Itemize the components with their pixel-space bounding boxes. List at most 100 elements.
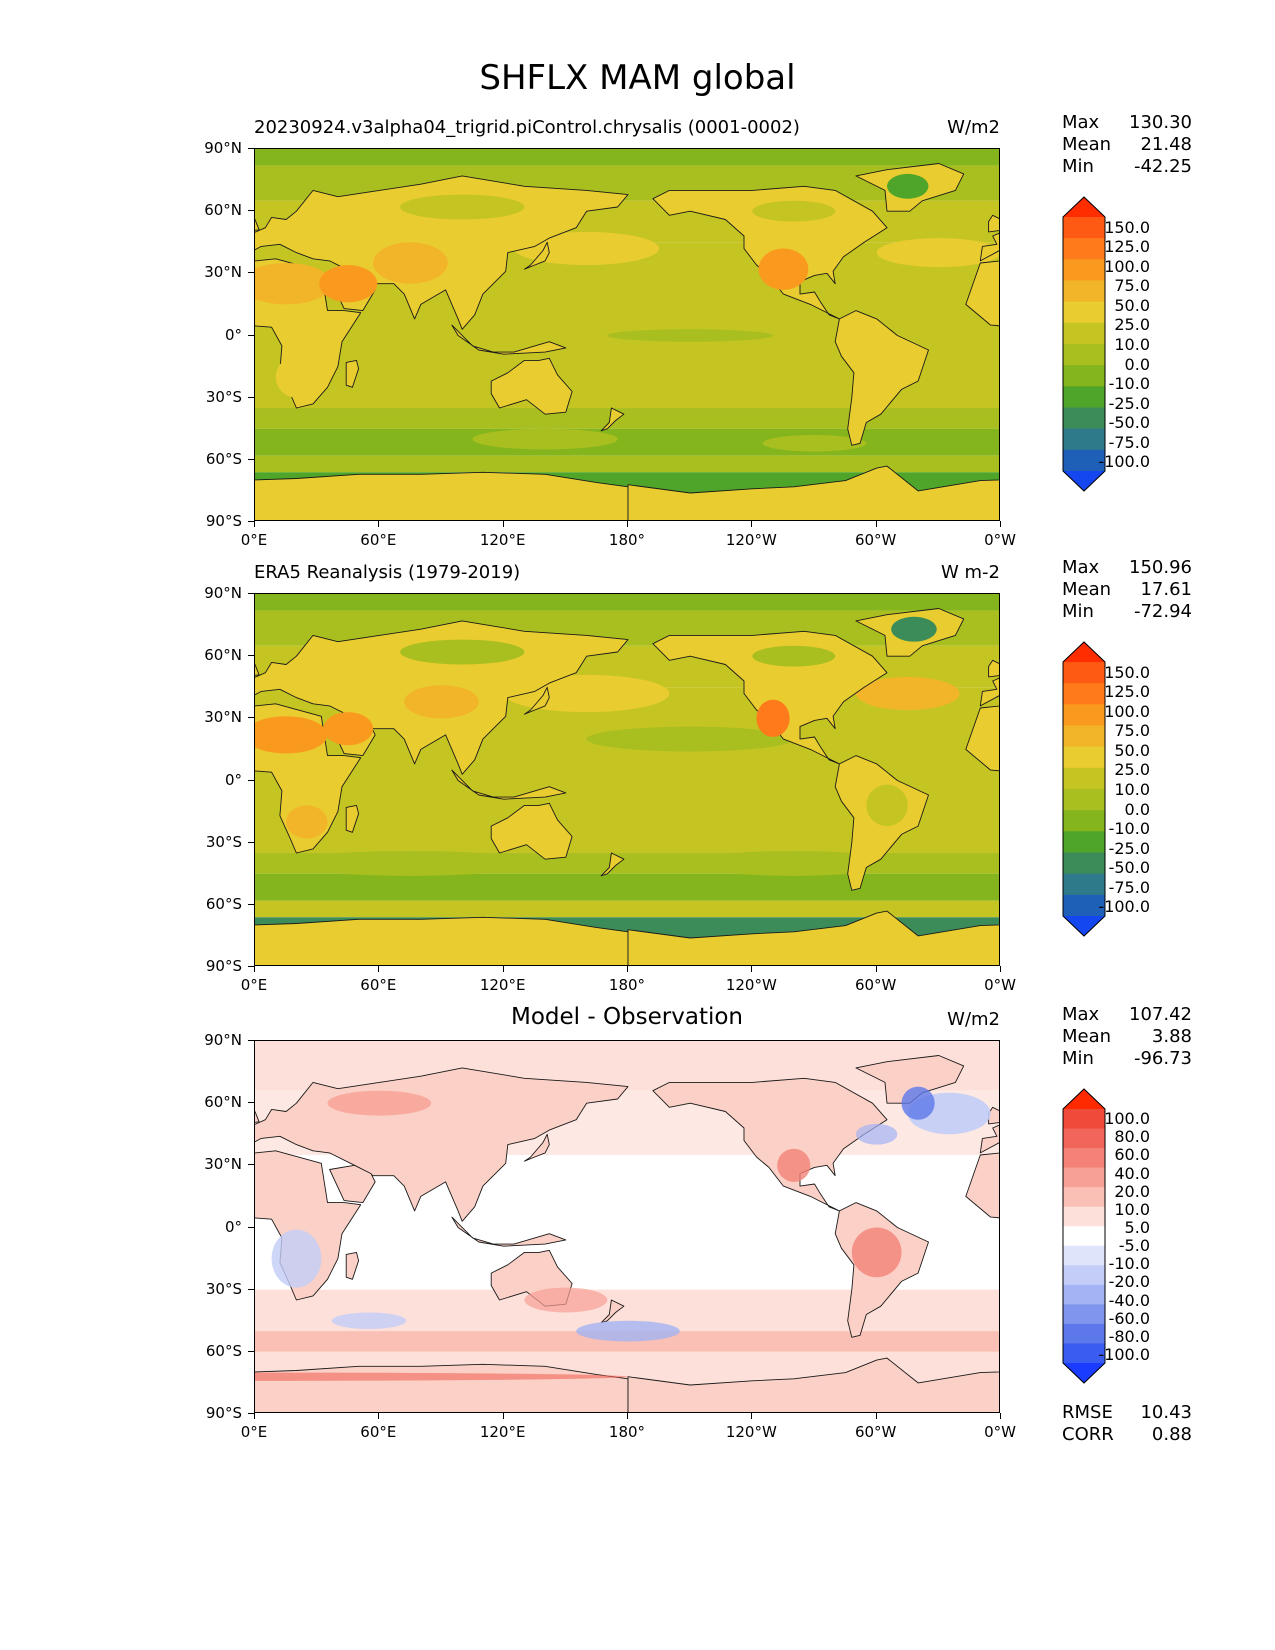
lat-tick-label: 90°N bbox=[204, 584, 242, 602]
coastline-0-12-0 bbox=[600, 407, 625, 432]
field-patch-1-1 bbox=[855, 676, 960, 711]
field-patch-1-3 bbox=[756, 699, 790, 737]
stat-row: Max 130.30 bbox=[1062, 112, 1192, 134]
stat-row: Min -42.25 bbox=[1062, 156, 1192, 178]
colorbar-tick-label: 100.0 bbox=[1104, 1109, 1150, 1129]
lat-tick-label: 90°N bbox=[204, 139, 242, 157]
field-patch-0-1 bbox=[876, 238, 999, 268]
lat-tick-mark bbox=[248, 966, 254, 967]
lon-tick-mark bbox=[502, 966, 504, 972]
lat-tick-mark bbox=[248, 655, 254, 657]
lon-tick-mark bbox=[378, 1413, 380, 1419]
colorbar-tick-label: -80.0 bbox=[1108, 1326, 1150, 1346]
field-patch-2-6 bbox=[851, 1227, 902, 1278]
lat-tick-label: 30°S bbox=[205, 387, 242, 406]
field-patch-0-6 bbox=[887, 173, 929, 199]
lon-tick-label: 60°W bbox=[854, 1423, 897, 1441]
colorbar-tick-label: 80.0 bbox=[1114, 1127, 1150, 1147]
field-patch-1-3 bbox=[286, 850, 535, 876]
colorbar-tick-label: 10.0 bbox=[1114, 780, 1150, 799]
lat-tick-mark bbox=[248, 334, 254, 336]
colorbar-tick-label: -100.0 bbox=[1098, 1344, 1150, 1364]
colorbar-tick-label: -75.0 bbox=[1108, 432, 1150, 452]
coastline-2-8-0 bbox=[345, 1251, 360, 1280]
colorbar-segment bbox=[1063, 280, 1105, 303]
colorbar-tick-label: -100.0 bbox=[1098, 452, 1150, 472]
stat-value: 107.42 bbox=[1129, 1004, 1192, 1025]
colorbar-segment bbox=[1063, 259, 1105, 281]
stat-value: 150.96 bbox=[1129, 557, 1192, 578]
coastline-1-4-0 bbox=[652, 630, 888, 765]
lon-tick-label: 120°E bbox=[479, 531, 526, 549]
lon-tick-mark bbox=[875, 521, 877, 527]
field-patch-0-2 bbox=[373, 242, 448, 284]
colorbar-tick-label: 125.0 bbox=[1104, 682, 1150, 702]
colorbar-segment bbox=[1063, 767, 1105, 790]
field-patch-0-4 bbox=[851, 331, 902, 382]
lon-tick-mark bbox=[1000, 966, 1001, 972]
coastline-2-4-0 bbox=[652, 1077, 888, 1212]
lon-tick-mark bbox=[627, 521, 628, 527]
colorbar-tick-label: -10.0 bbox=[1108, 1254, 1150, 1274]
field-band-0-6 bbox=[255, 428, 999, 456]
lat-tick-mark bbox=[248, 210, 254, 212]
lat-tick-label: 90°N bbox=[204, 1031, 242, 1049]
colorbar-segment bbox=[1063, 1284, 1105, 1305]
field-patch-1-0 bbox=[255, 716, 328, 754]
coastline-0-0-1 bbox=[965, 260, 999, 327]
units-label: W m-2 bbox=[940, 562, 1000, 583]
colorbar-segment bbox=[1063, 746, 1105, 769]
colorbar-segment bbox=[1063, 1323, 1105, 1344]
lon-tick-mark bbox=[1000, 521, 1001, 527]
lat-tick-label: 60°S bbox=[205, 449, 242, 468]
colorbar-tick-label: -25.0 bbox=[1108, 393, 1150, 413]
coastline-1-3-0 bbox=[490, 802, 573, 860]
field-patch-2-8 bbox=[327, 1090, 432, 1116]
colorbar-outline bbox=[1062, 196, 1106, 492]
lat-tick-mark bbox=[248, 1350, 254, 1352]
lat-tick-label: 60°N bbox=[204, 1093, 242, 1112]
coastline-1-11-1 bbox=[988, 659, 999, 678]
lat-tick-label: 90°S bbox=[205, 1404, 242, 1422]
coastline-0-3-0 bbox=[490, 357, 573, 415]
colorbar-segment bbox=[1063, 1206, 1105, 1227]
colorbar-extend-top bbox=[1063, 1089, 1105, 1109]
lat-tick-mark bbox=[248, 272, 254, 274]
colorbar-segment bbox=[1063, 704, 1105, 726]
lon-tick-mark bbox=[751, 521, 753, 527]
lon-tick-label: 180° bbox=[608, 531, 646, 549]
colorbar-segment bbox=[1063, 1304, 1105, 1325]
field-patch-1-8 bbox=[752, 645, 836, 667]
units-label: W/m2 bbox=[947, 1009, 1000, 1030]
stat-value: 10.43 bbox=[1140, 1402, 1192, 1423]
stats-box: Max 150.96 Mean 17.61 Min -72.94 bbox=[1062, 557, 1192, 623]
field-patch-0-7 bbox=[400, 194, 525, 220]
field-patch-0-1 bbox=[319, 265, 378, 303]
colorbar-segment bbox=[1063, 683, 1105, 705]
field-band-0-0 bbox=[255, 149, 999, 166]
field-band-0-7 bbox=[255, 455, 999, 473]
colorbar-segment bbox=[1063, 810, 1105, 832]
lat-tick-mark bbox=[248, 1413, 254, 1414]
lat-tick-mark bbox=[248, 1102, 254, 1104]
lat-tick-label: 0° bbox=[224, 1217, 242, 1236]
colorbar-outline bbox=[1062, 1088, 1106, 1384]
lon-tick-mark bbox=[502, 1413, 504, 1419]
stat-label: Max bbox=[1062, 112, 1100, 133]
lon-tick-mark bbox=[875, 966, 877, 972]
map-plot bbox=[255, 149, 999, 520]
lat-tick-mark bbox=[248, 148, 254, 149]
stat-value: 130.30 bbox=[1129, 112, 1192, 133]
lon-tick-label: 120°E bbox=[479, 1423, 526, 1441]
lat-tick-mark bbox=[248, 1040, 254, 1041]
coastline-1-9-0 bbox=[523, 686, 550, 715]
stat-value: 21.48 bbox=[1140, 134, 1192, 155]
colorbar-tick-label: 100.0 bbox=[1104, 256, 1150, 276]
stat-row: Max 107.42 bbox=[1062, 1004, 1192, 1026]
colorbar-segment bbox=[1063, 662, 1105, 684]
colorbar bbox=[1062, 196, 1106, 492]
panel-title: 20230924.v3alpha04_trigrid.piControl.chr… bbox=[254, 117, 800, 138]
field-band-1-7 bbox=[255, 900, 999, 918]
stat-label: Mean bbox=[1062, 134, 1112, 155]
lon-tick-label: 180° bbox=[608, 1423, 646, 1441]
